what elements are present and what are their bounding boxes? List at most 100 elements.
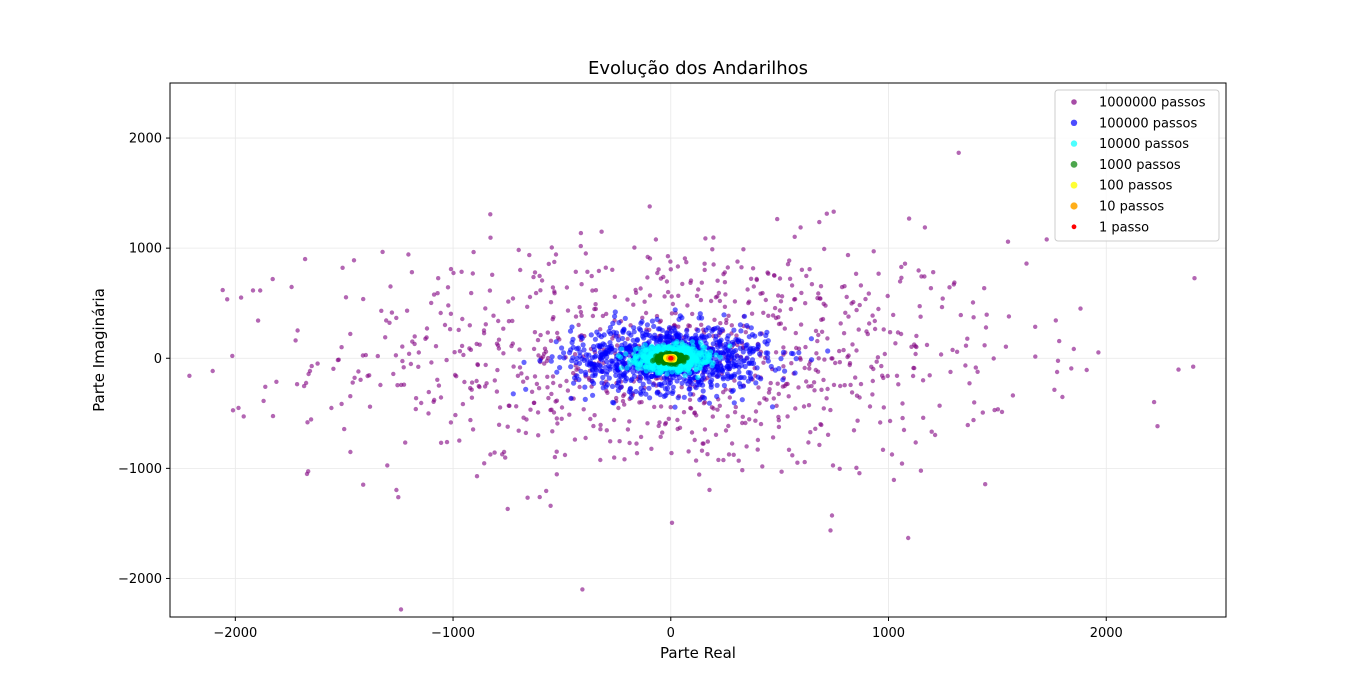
scatter-point [718,363,724,369]
scatter-point [503,455,508,460]
scatter-point [613,372,619,378]
scatter-point [700,388,706,394]
scatter-point [629,376,635,382]
scatter-point [592,336,599,342]
scatter-point [724,357,730,363]
scatter-point [640,353,646,359]
scatter-point [467,346,472,351]
scatter-point [607,324,614,331]
scatter-point [581,347,587,353]
scatter-point [470,271,475,276]
scatter-point [788,306,794,312]
scatter-point [460,401,466,407]
scatter-point [255,318,261,323]
scatter-point [617,439,622,444]
scatter-point [546,395,551,401]
scatter-point [625,297,630,302]
scatter-point [568,347,574,353]
scatter-point [801,404,807,409]
scatter-point [593,302,598,307]
scatter-point [605,390,610,395]
scatter-point [591,347,598,353]
scatter-point [731,373,737,379]
scatter-point [847,361,853,366]
scatter-point [764,397,769,402]
scatter-point [517,347,522,352]
scatter-point [496,337,502,342]
scatter-point [845,354,850,360]
scatter-point [837,348,842,354]
scatter-point [550,285,556,290]
scatter-point [552,289,557,294]
scatter-point [592,372,598,378]
scatter-point [684,328,690,334]
scatter-point [666,325,673,331]
scatter-point [435,377,440,382]
scatter-point [712,356,718,362]
scatter-point [579,313,584,318]
scatter-point [723,348,729,354]
scatter-point [785,262,791,267]
scatter-point [447,327,453,332]
scatter-point [590,392,596,398]
scatter-point [777,308,783,313]
scatter-point [274,379,279,384]
scatter-point [702,267,707,273]
scatter-point [419,400,424,406]
scatter-point [956,150,961,155]
scatter-point [799,290,804,296]
scatter-point [825,432,831,437]
scatter-point [614,383,621,389]
scatter-point [657,420,662,425]
scatter-point [723,428,729,433]
scatter-point [650,382,656,388]
scatter-point [705,452,710,457]
scatter-point [741,247,746,252]
scatter-point [613,330,620,336]
scatter-point [722,280,728,285]
scatter-point [477,342,482,347]
scatter-point [776,293,781,298]
scatter-point [741,313,748,319]
scatter-point [1155,424,1160,429]
scatter-point [579,335,585,341]
scatter-point [913,344,918,349]
scatter-point [294,382,300,387]
scatter-point [335,357,341,363]
scatter-point [604,359,610,365]
scatter-point [518,267,523,273]
scatter-point [876,306,881,312]
scatter-point [523,430,529,436]
scatter-point [824,211,829,216]
scatter-point [662,294,667,299]
scatter-point [599,229,604,234]
scatter-point [809,357,815,363]
scatter-point [656,356,662,362]
scatter-point [765,350,771,356]
scatter-point [500,452,505,457]
scatter-point [736,458,741,463]
scatter-point [731,400,737,406]
scatter-point [534,381,540,387]
scatter-point [769,404,776,410]
scatter-point [631,329,637,335]
scatter-point [406,351,412,356]
scatter-point [692,355,699,361]
scatter-point [785,414,790,419]
scatter-point [823,303,828,308]
scatter-point [601,332,607,338]
scatter-point [776,391,781,397]
scatter-point [891,312,896,318]
scatter-point [841,347,846,353]
scatter-point [999,409,1005,415]
scatter-point [804,379,809,384]
scatter-point [694,293,700,299]
scatter-point [850,342,855,347]
scatter-point [984,312,989,317]
scatter-point [829,356,834,361]
data-points [187,150,1197,612]
scatter-point [735,338,741,344]
scatter-point [577,353,583,359]
scatter-point [622,457,627,462]
scatter-point [689,346,695,352]
